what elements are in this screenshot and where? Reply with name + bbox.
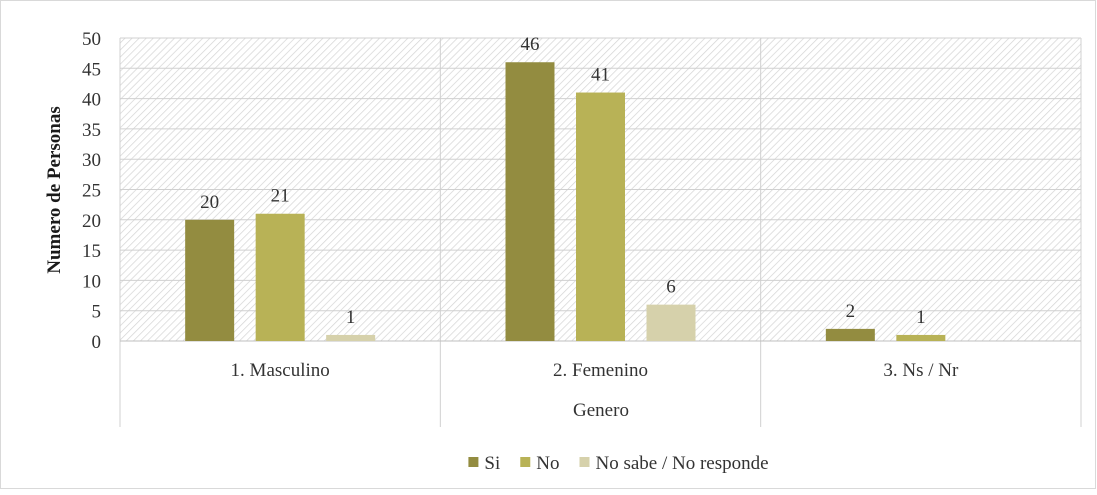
bar-no [255, 213, 305, 341]
data-label: 41 [591, 65, 610, 86]
legend-swatch-no [520, 457, 531, 467]
data-label: 2 [846, 301, 856, 322]
y-tick-label: 10 [82, 271, 101, 292]
y-tick-label: 35 [82, 120, 101, 141]
x-tick-label: 1. Masculino [231, 360, 330, 381]
y-tick-label: 40 [82, 90, 101, 111]
data-label: 46 [521, 34, 540, 55]
data-label: 6 [666, 277, 676, 298]
data-label: 20 [200, 192, 219, 213]
bar-no [896, 334, 946, 341]
data-label: 1 [916, 307, 926, 328]
y-tick-label: 50 [82, 29, 101, 50]
y-tick-label: 30 [82, 150, 101, 171]
legend-swatch-no-sabe-no-responde [579, 457, 590, 467]
y-tick-label: 5 [92, 302, 102, 323]
bar-no-sabe-no-responde [646, 304, 696, 341]
x-tick-label: 3. Ns / Nr [883, 360, 959, 381]
x-axis-label: Genero [573, 400, 629, 421]
bar-si [505, 62, 555, 342]
y-axis-label: Numero de Personas [44, 106, 65, 273]
data-label: 21 [271, 186, 290, 207]
y-tick-label: 45 [82, 59, 101, 80]
legend-label: Si [484, 453, 500, 474]
y-tick-label: 0 [92, 332, 102, 353]
bar-si [185, 219, 235, 341]
legend: Si No No sabe / No responde [468, 453, 769, 474]
legend-label: No [536, 453, 559, 474]
legend-swatch-si [468, 457, 479, 467]
bar-no [576, 92, 625, 341]
y-tick-label: 15 [82, 241, 101, 262]
legend-label: No sabe / No responde [596, 453, 769, 474]
y-tick-label: 20 [82, 211, 101, 232]
y-tick-label: 25 [82, 181, 101, 202]
data-label: 1 [346, 307, 356, 328]
bar-si [825, 328, 875, 341]
bar-no-sabe-no-responde [326, 334, 376, 341]
x-tick-label: 2. Femenino [553, 360, 648, 381]
